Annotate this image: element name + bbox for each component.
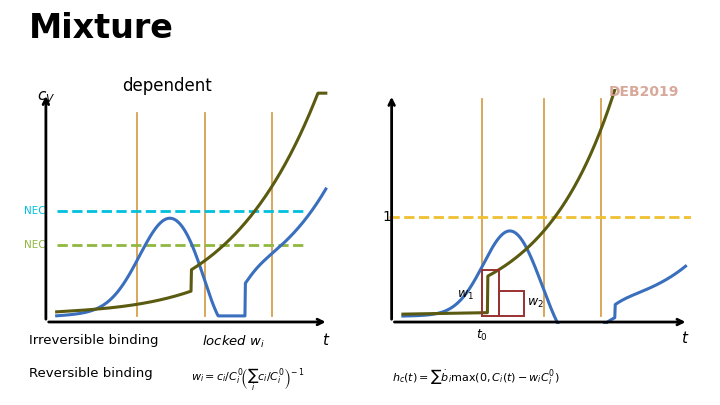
Text: $t$: $t$ [322, 332, 330, 348]
Text: $t_0$: $t_0$ [476, 328, 488, 343]
Text: $w_2$: $w_2$ [527, 297, 544, 310]
Text: dependent: dependent [122, 77, 212, 95]
Text: NEC: NEC [24, 206, 46, 215]
Text: $t$: $t$ [681, 330, 690, 346]
Text: 1: 1 [383, 211, 392, 224]
Text: locked $w_i$: locked $w_i$ [202, 334, 264, 350]
Bar [499, 291, 524, 316]
Text: Mixture: Mixture [29, 12, 174, 45]
Text: Reversible binding: Reversible binding [29, 367, 153, 379]
Text: Irreversible binding: Irreversible binding [29, 334, 158, 347]
Text: $h_c(t) = \sum \dot{b}_i \max(0, C_i(t) - w_i C_i^0)$: $h_c(t) = \sum \dot{b}_i \max(0, C_i(t) … [392, 367, 560, 386]
Text: $c_V$: $c_V$ [37, 90, 55, 105]
Text: DEB2019: DEB2019 [609, 85, 680, 99]
Text: $w_i = c_i/C_i^0\!\left(\sum_i c_i/C_i^0\right)^{\!-1}$: $w_i = c_i/C_i^0\!\left(\sum_i c_i/C_i^0… [191, 367, 305, 393]
Text: NEC: NEC [24, 240, 46, 250]
Bar [482, 270, 499, 316]
Text: $w_1$: $w_1$ [456, 289, 474, 302]
